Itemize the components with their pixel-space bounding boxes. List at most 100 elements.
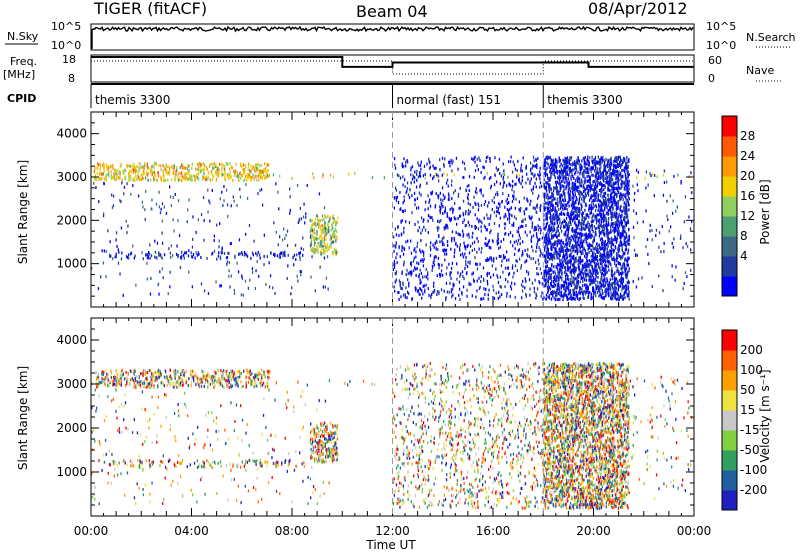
nsky-label: N.Sky (7, 30, 39, 43)
echo-cell (552, 215, 554, 219)
echo-cell (191, 162, 193, 166)
echo-cell (576, 248, 578, 252)
echo-cell (463, 176, 465, 179)
echo-cell (539, 254, 541, 258)
echo-cell (260, 163, 262, 167)
echo-cell (414, 198, 416, 202)
echo-cell (543, 296, 545, 300)
echo-cell (603, 230, 605, 234)
echo-cell (98, 172, 101, 176)
echo-cell (600, 182, 602, 186)
echo-cell (582, 211, 585, 215)
echo-cell (314, 250, 316, 254)
echo-cell (539, 249, 542, 253)
echo-cell (522, 279, 524, 283)
echo-cell (580, 207, 583, 211)
echo-cell (595, 160, 597, 164)
echo-cell (162, 169, 164, 173)
echo-cell (604, 245, 606, 249)
echo-cell (153, 178, 155, 182)
echo-cell (323, 231, 325, 235)
echo-cell (125, 255, 128, 258)
echo-cell (160, 207, 162, 211)
echo-cell (564, 161, 567, 165)
echo-cell (573, 204, 575, 208)
nave-label: Nave (746, 64, 774, 77)
echo-cell (580, 276, 582, 280)
echo-cell (625, 184, 627, 188)
echo-cell (544, 245, 546, 249)
echo-cell (196, 253, 198, 257)
echo-cell (242, 163, 245, 167)
echo-cell (593, 251, 595, 255)
echo-cell (506, 208, 509, 212)
echo-cell (319, 227, 322, 231)
echo-cell (527, 177, 529, 181)
echo-cell (473, 156, 475, 160)
echo-cell (524, 217, 526, 221)
echo-cell (587, 273, 589, 277)
echo-cell (590, 169, 592, 173)
echo-cell (499, 182, 501, 186)
echo-cell (228, 176, 230, 180)
echo-cell (522, 218, 524, 222)
echo-cell (411, 177, 414, 181)
echo-cell (575, 256, 577, 260)
echo-cell (572, 205, 574, 209)
echo-cell (617, 233, 620, 237)
echo-cell (547, 276, 549, 280)
echo-cell (594, 156, 597, 160)
echo-cell (320, 252, 322, 256)
echo-cell (580, 180, 583, 184)
echo-cell (566, 161, 569, 165)
echo-cell (567, 236, 569, 240)
echo-cell (558, 276, 560, 280)
echo-cell (582, 279, 584, 283)
echo-cell (532, 191, 534, 195)
echo-cell (519, 225, 521, 229)
echo-cell (217, 254, 220, 258)
echo-cell (138, 178, 140, 181)
echo-cell (116, 175, 118, 179)
echo-cell (566, 233, 568, 237)
echo-cell (545, 297, 547, 301)
echo-cell (442, 193, 444, 197)
echo-cell (595, 256, 598, 260)
echo-cell (530, 177, 532, 181)
echo-cell (593, 278, 595, 282)
echo-cell (321, 245, 323, 248)
echo-cell (596, 182, 599, 186)
echo-cell (539, 226, 541, 229)
echo-cell (558, 207, 560, 211)
echo-cell (504, 222, 507, 226)
echo-cell (515, 182, 517, 186)
echo-cell (600, 162, 602, 166)
echo-cell (570, 245, 572, 249)
echo-cell (233, 292, 236, 296)
echo-cell (533, 228, 535, 232)
echo-cell (410, 173, 412, 177)
echo-cell (578, 208, 580, 212)
echo-cell (614, 238, 616, 242)
echo-cell (597, 275, 599, 279)
echo-cell (536, 294, 538, 298)
echo-cell (394, 227, 396, 231)
echo-cell (611, 191, 614, 195)
echo-cell (525, 259, 528, 263)
echo-cell (190, 174, 192, 178)
echo-cell (512, 234, 514, 238)
echo-cell (574, 220, 576, 224)
echo-cell (582, 183, 585, 187)
echo-cell (577, 262, 579, 266)
echo-cell (141, 200, 143, 204)
echo-cell (620, 241, 622, 245)
echo-cell (464, 212, 467, 216)
echo-cell (600, 287, 602, 290)
echo-cell (516, 169, 518, 172)
echo-cell (611, 293, 614, 297)
echo-cell (623, 157, 626, 161)
echo-cell (595, 262, 597, 266)
echo-cell (306, 184, 308, 187)
echo-cell (464, 247, 467, 251)
echo-cell (458, 293, 460, 297)
